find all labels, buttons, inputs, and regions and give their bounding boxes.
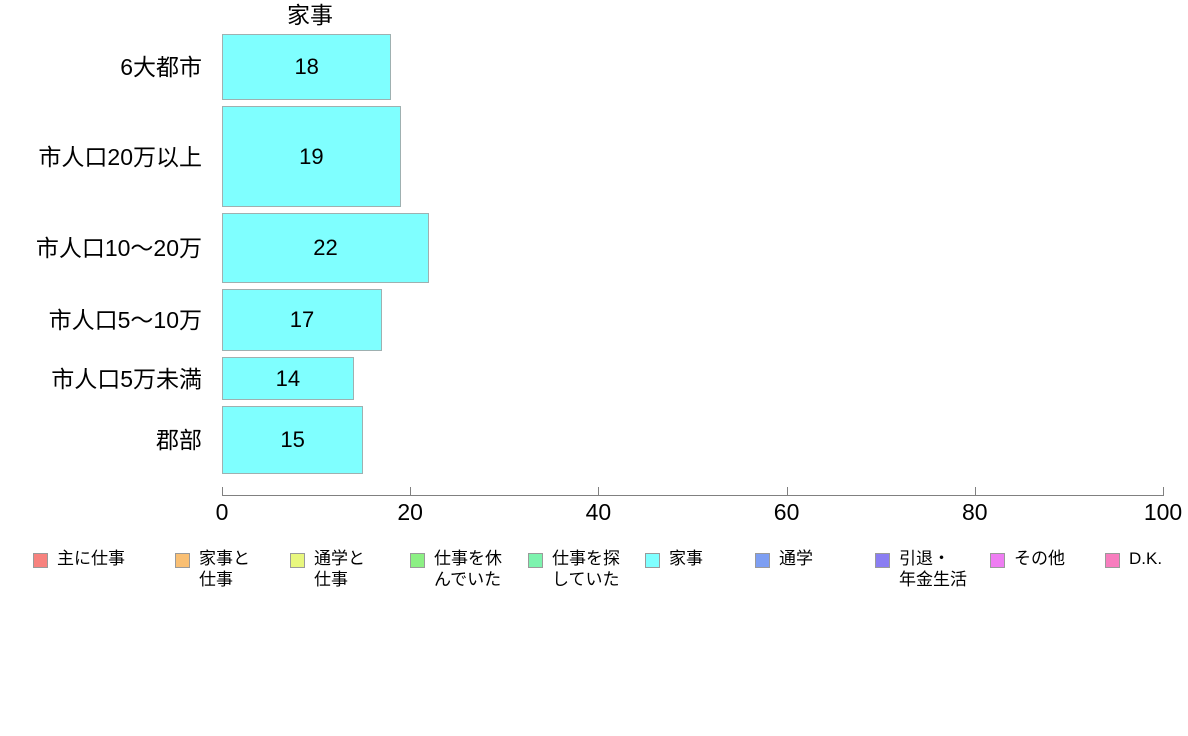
legend-item[interactable]: 仕事を探 していた xyxy=(528,548,620,590)
bar-value-label: 14 xyxy=(275,365,301,391)
legend-label: 家事 xyxy=(669,549,703,568)
bar[interactable] xyxy=(222,289,382,351)
legend-item[interactable]: 主に仕事 xyxy=(33,548,125,569)
bar[interactable] xyxy=(222,357,354,400)
chart-legend: 主に仕事 家事と 仕事 通学と 仕事 仕事を休 んでいた 仕事を探 していた 家事 通学 引退… xyxy=(0,548,1188,598)
bar[interactable] xyxy=(222,406,364,474)
legend-item[interactable]: 仕事を休 んでいた xyxy=(410,548,502,590)
x-axis-line xyxy=(222,495,1163,496)
legend-label: 仕事を休 んでいた xyxy=(434,549,502,589)
legend-item[interactable]: その他 xyxy=(990,548,1065,569)
legend-swatch-icon xyxy=(1105,553,1120,568)
bar-value-label: 15 xyxy=(280,427,305,452)
bar-row: 17 xyxy=(222,289,1163,351)
x-axis-tick xyxy=(1163,487,1164,496)
legend-item[interactable]: 家事 xyxy=(645,548,703,569)
y-axis-label: 市人口10〜20万 xyxy=(35,235,202,261)
legend-swatch-icon xyxy=(875,553,890,568)
x-axis-tick xyxy=(598,487,600,496)
bar[interactable] xyxy=(222,34,392,100)
legend-swatch-icon xyxy=(645,553,660,568)
x-axis-tick-label: 0 xyxy=(215,499,229,525)
legend-label: 主に仕事 xyxy=(57,549,125,568)
y-axis-label: 郡部 xyxy=(156,427,202,453)
x-axis-tick xyxy=(786,487,788,496)
y-axis-label: 市人口5万未満 xyxy=(51,365,202,392)
x-axis-tick xyxy=(974,487,976,496)
legend-label: D.K. xyxy=(1129,549,1163,568)
legend-item[interactable]: 通学 xyxy=(755,548,813,569)
legend-swatch-icon xyxy=(410,553,425,568)
legend-swatch-icon xyxy=(528,553,543,568)
bar-row: 22 xyxy=(222,213,1163,283)
legend-label: 引退・ 年金生活 xyxy=(899,549,967,589)
bar-row: 14 xyxy=(222,357,1163,400)
legend-label: 通学 xyxy=(779,549,813,568)
y-axis-label: 市人口5〜10万 xyxy=(48,307,202,333)
x-axis-tick-label: 60 xyxy=(773,499,800,525)
legend-item[interactable]: 引退・ 年金生活 xyxy=(875,548,967,590)
y-axis-label: 市人口20万以上 xyxy=(38,143,202,170)
bar-value-label: 19 xyxy=(299,143,324,169)
y-axis-label: 6大都市 xyxy=(120,54,202,80)
plot-area: 18 19 22 17 14 15 xyxy=(222,30,1163,495)
legend-swatch-icon xyxy=(290,553,305,568)
bar-row: 15 xyxy=(222,406,1163,474)
legend-label: 家事と 仕事 xyxy=(199,549,250,589)
legend-label: 仕事を探 していた xyxy=(552,549,620,589)
y-axis-labels: 6大都市市人口20万以上 市人口10〜20万市人口5〜10万 市人口5万未満郡部 xyxy=(0,30,212,495)
legend-label: 通学と 仕事 xyxy=(314,549,365,589)
bar-row: 19 xyxy=(222,106,1163,207)
x-axis-tick-label: 20 xyxy=(397,499,423,525)
bar-value-label: 18 xyxy=(294,54,319,79)
legend-item[interactable]: 通学と 仕事 xyxy=(290,548,365,590)
legend-item[interactable]: D.K. xyxy=(1105,548,1162,569)
legend-swatch-icon xyxy=(755,553,770,568)
legend-swatch-icon xyxy=(33,553,48,568)
x-axis-tick xyxy=(410,487,412,496)
legend-swatch-icon xyxy=(175,553,190,568)
bar[interactable] xyxy=(222,213,430,283)
x-axis-tick-label: 80 xyxy=(962,499,988,525)
x-axis-tick xyxy=(222,487,223,496)
legend-label: その他 xyxy=(1014,549,1065,568)
legend-swatch-icon xyxy=(990,553,1005,568)
chart-title: 家事 xyxy=(287,2,333,28)
bar-value-label: 22 xyxy=(313,235,338,260)
bar-row: 18 xyxy=(222,34,1163,100)
x-axis-tick-label: 40 xyxy=(585,499,612,525)
bar-value-label: 17 xyxy=(289,307,315,332)
legend-item[interactable]: 家事と 仕事 xyxy=(175,548,250,590)
bar[interactable] xyxy=(222,106,401,207)
x-axis-tick-label: 100 xyxy=(1143,499,1183,525)
